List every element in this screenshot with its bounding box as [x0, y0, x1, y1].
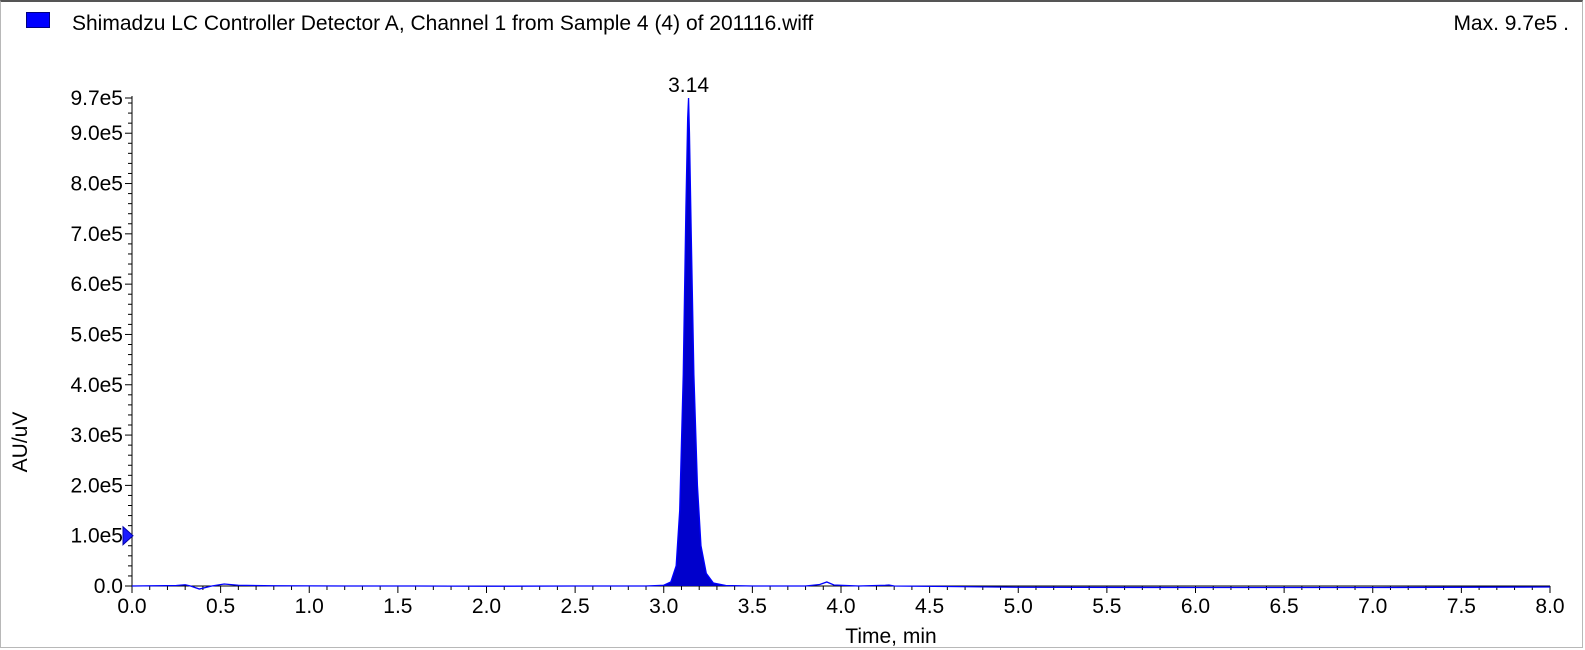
y-tick-label: 6.0e5 [70, 273, 123, 296]
y-tick-label: 1.0e5 [70, 525, 123, 548]
x-tick-label: 7.5 [1447, 595, 1476, 618]
x-tick-label: 5.0 [1004, 595, 1033, 618]
y-tick-label: 4.0e5 [70, 374, 123, 397]
trace-title: Shimadzu LC Controller Detector A, Chann… [72, 12, 814, 35]
x-tick-label: 4.5 [915, 595, 944, 618]
y-tick-label: 3.0e5 [70, 424, 123, 447]
x-tick-label: 6.0 [1181, 595, 1210, 618]
chromatogram-trace [131, 97, 1551, 590]
trace-header: Shimadzu LC Controller Detector A, Chann… [0, 0, 1585, 40]
legend-swatch [26, 12, 50, 28]
x-tick-label: 6.5 [1270, 595, 1299, 618]
peak-fill-area [663, 98, 726, 586]
peak-label: 3.14 [668, 74, 709, 97]
labels-group: Time, min AU/uV 3.14 [9, 74, 937, 648]
y-tick-label: 9.7e5 [70, 87, 123, 110]
x-tick-label: 7.0 [1358, 595, 1387, 618]
y-tick-label: 0.0 [94, 575, 123, 598]
x-tick-label: 0.5 [206, 595, 235, 618]
x-axis-title: Time, min [845, 625, 936, 648]
y-tick-label: 5.0e5 [70, 323, 123, 346]
x-tick-label: 0.0 [117, 595, 146, 618]
x-tick-label: 2.5 [561, 595, 590, 618]
x-tick-label: 3.5 [738, 595, 767, 618]
x-tick-label: 8.0 [1535, 595, 1564, 618]
y-tick-label: 9.0e5 [70, 122, 123, 145]
traces-group [131, 97, 1551, 590]
x-tick-label: 5.5 [1092, 595, 1121, 618]
y-tick-label: 8.0e5 [70, 173, 123, 196]
y-tick-label: 7.0e5 [70, 223, 123, 246]
y-axis-title: AU/uV [9, 412, 32, 473]
x-tick-label: 1.5 [383, 595, 412, 618]
max-intensity-label: Max. 9.7e5 . [1453, 12, 1569, 35]
x-tick-label: 3.0 [649, 595, 678, 618]
x-tick-label: 4.0 [826, 595, 855, 618]
y-tick-label: 2.0e5 [70, 474, 123, 497]
threshold-marker [122, 525, 134, 546]
axes-group: 0.0 0.5 1.0 1.5 2.0 2.5 3.0 3.5 4.0 4.5 5.0 5.5 6.0 6… [70, 87, 1564, 618]
x-tick-label: 2.0 [472, 595, 501, 618]
x-tick-label: 1.0 [295, 595, 324, 618]
